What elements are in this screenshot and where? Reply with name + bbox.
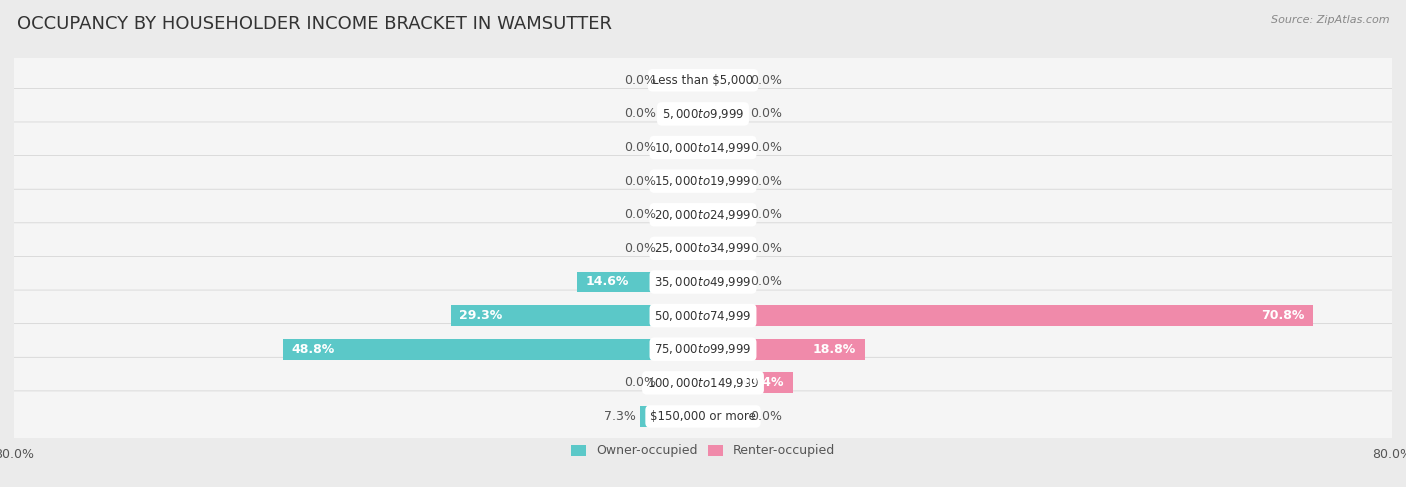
Bar	[659, 137, 703, 158]
Bar	[659, 373, 703, 393]
Bar	[283, 339, 703, 359]
FancyBboxPatch shape	[7, 324, 1399, 375]
Bar	[659, 171, 703, 191]
Bar	[703, 406, 747, 427]
Bar	[703, 373, 793, 393]
Text: 0.0%: 0.0%	[624, 74, 655, 87]
Text: 0.0%: 0.0%	[624, 141, 655, 154]
Bar	[703, 137, 747, 158]
Bar	[659, 103, 703, 124]
Text: 0.0%: 0.0%	[624, 242, 655, 255]
Text: 0.0%: 0.0%	[624, 208, 655, 221]
Text: 0.0%: 0.0%	[751, 242, 782, 255]
FancyBboxPatch shape	[7, 290, 1399, 341]
Text: 18.8%: 18.8%	[813, 343, 856, 356]
Legend: Owner-occupied, Renter-occupied: Owner-occupied, Renter-occupied	[567, 439, 839, 463]
Text: 0.0%: 0.0%	[751, 276, 782, 288]
Text: $50,000 to $74,999: $50,000 to $74,999	[654, 309, 752, 322]
Bar	[703, 305, 1313, 326]
Text: $150,000 or more: $150,000 or more	[650, 410, 756, 423]
Bar	[578, 272, 703, 292]
Text: OCCUPANCY BY HOUSEHOLDER INCOME BRACKET IN WAMSUTTER: OCCUPANCY BY HOUSEHOLDER INCOME BRACKET …	[17, 15, 612, 33]
Text: 0.0%: 0.0%	[624, 376, 655, 389]
FancyBboxPatch shape	[7, 223, 1399, 274]
FancyBboxPatch shape	[7, 122, 1399, 173]
Text: 0.0%: 0.0%	[751, 410, 782, 423]
Bar	[703, 171, 747, 191]
Text: $75,000 to $99,999: $75,000 to $99,999	[654, 342, 752, 356]
Bar	[703, 339, 865, 359]
Text: $20,000 to $24,999: $20,000 to $24,999	[654, 208, 752, 222]
Text: 0.0%: 0.0%	[624, 175, 655, 187]
Text: 48.8%: 48.8%	[291, 343, 335, 356]
Text: 10.4%: 10.4%	[741, 376, 785, 389]
Text: 0.0%: 0.0%	[751, 175, 782, 187]
Text: 0.0%: 0.0%	[751, 74, 782, 87]
FancyBboxPatch shape	[7, 391, 1399, 442]
Text: 0.0%: 0.0%	[751, 108, 782, 120]
Text: 14.6%: 14.6%	[586, 276, 630, 288]
Text: $100,000 to $149,999: $100,000 to $149,999	[647, 376, 759, 390]
Bar	[659, 205, 703, 225]
FancyBboxPatch shape	[7, 55, 1399, 106]
Bar	[703, 103, 747, 124]
FancyBboxPatch shape	[7, 257, 1399, 307]
Text: Source: ZipAtlas.com: Source: ZipAtlas.com	[1271, 15, 1389, 25]
Bar	[703, 70, 747, 91]
Bar	[451, 305, 703, 326]
Bar	[703, 205, 747, 225]
Text: 7.3%: 7.3%	[605, 410, 636, 423]
Bar	[640, 406, 703, 427]
Text: $35,000 to $49,999: $35,000 to $49,999	[654, 275, 752, 289]
Text: Less than $5,000: Less than $5,000	[652, 74, 754, 87]
Text: 0.0%: 0.0%	[624, 108, 655, 120]
Text: 0.0%: 0.0%	[751, 208, 782, 221]
Text: $25,000 to $34,999: $25,000 to $34,999	[654, 242, 752, 255]
Text: 29.3%: 29.3%	[460, 309, 502, 322]
Bar	[703, 238, 747, 259]
Text: 0.0%: 0.0%	[751, 141, 782, 154]
FancyBboxPatch shape	[7, 189, 1399, 240]
Text: 70.8%: 70.8%	[1261, 309, 1305, 322]
Bar	[659, 238, 703, 259]
FancyBboxPatch shape	[7, 357, 1399, 409]
Bar	[659, 70, 703, 91]
FancyBboxPatch shape	[7, 155, 1399, 206]
Text: $10,000 to $14,999: $10,000 to $14,999	[654, 141, 752, 154]
Text: $15,000 to $19,999: $15,000 to $19,999	[654, 174, 752, 188]
FancyBboxPatch shape	[7, 88, 1399, 139]
Text: $5,000 to $9,999: $5,000 to $9,999	[662, 107, 744, 121]
Bar	[703, 272, 747, 292]
